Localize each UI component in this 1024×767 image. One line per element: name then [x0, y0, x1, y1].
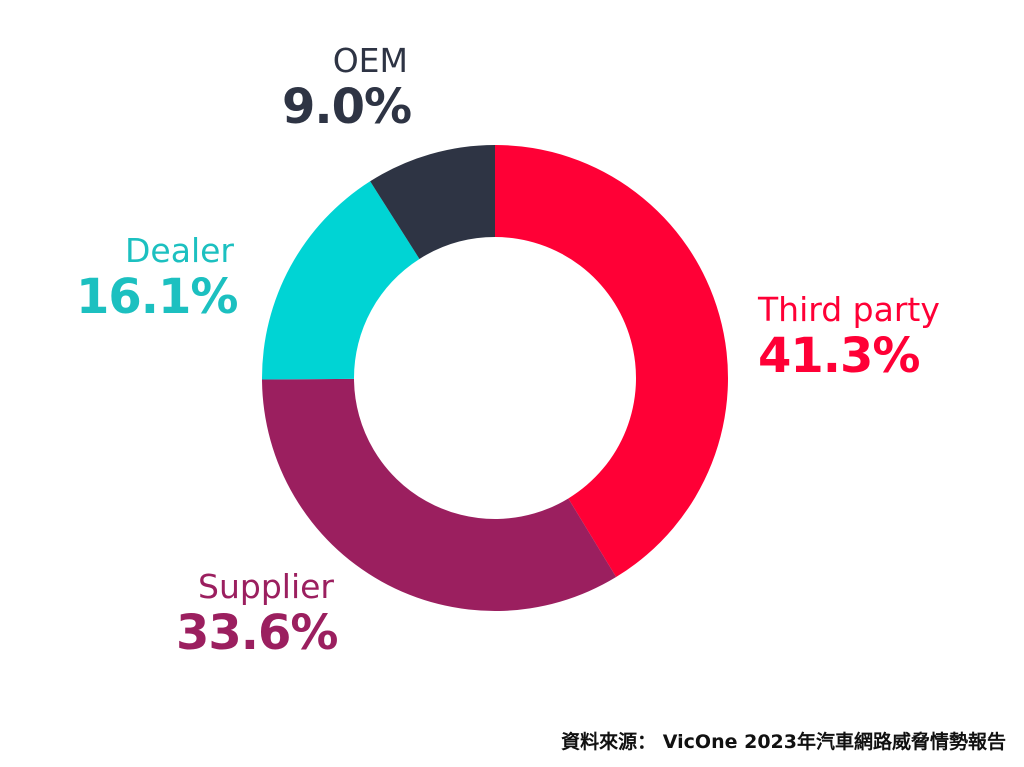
label-dealer: Dealer 16.1%: [76, 231, 239, 325]
label-third-party-name: Third party: [758, 290, 940, 329]
slice-supplier: [262, 378, 617, 611]
label-supplier-name: Supplier: [198, 567, 334, 606]
label-oem: OEM 9.0%: [282, 41, 412, 135]
source-note: 資料來源： VicOne 2023年汽車網路威脅情勢報告: [561, 731, 1006, 753]
label-oem-value: 9.0%: [282, 79, 412, 135]
slice-third-party: [495, 145, 728, 578]
label-dealer-name: Dealer: [125, 231, 234, 270]
label-third-party: Third party 41.3%: [758, 293, 940, 380]
label-supplier-value: 33.6%: [176, 605, 339, 661]
label-oem-name: OEM: [332, 41, 408, 80]
slice-oem: [370, 145, 495, 259]
label-dealer-value: 16.1%: [76, 269, 239, 325]
label-supplier: Supplier 33.6%: [176, 567, 339, 661]
label-third-party-value: 41.3%: [758, 328, 921, 384]
slice-dealer: [262, 181, 420, 380]
